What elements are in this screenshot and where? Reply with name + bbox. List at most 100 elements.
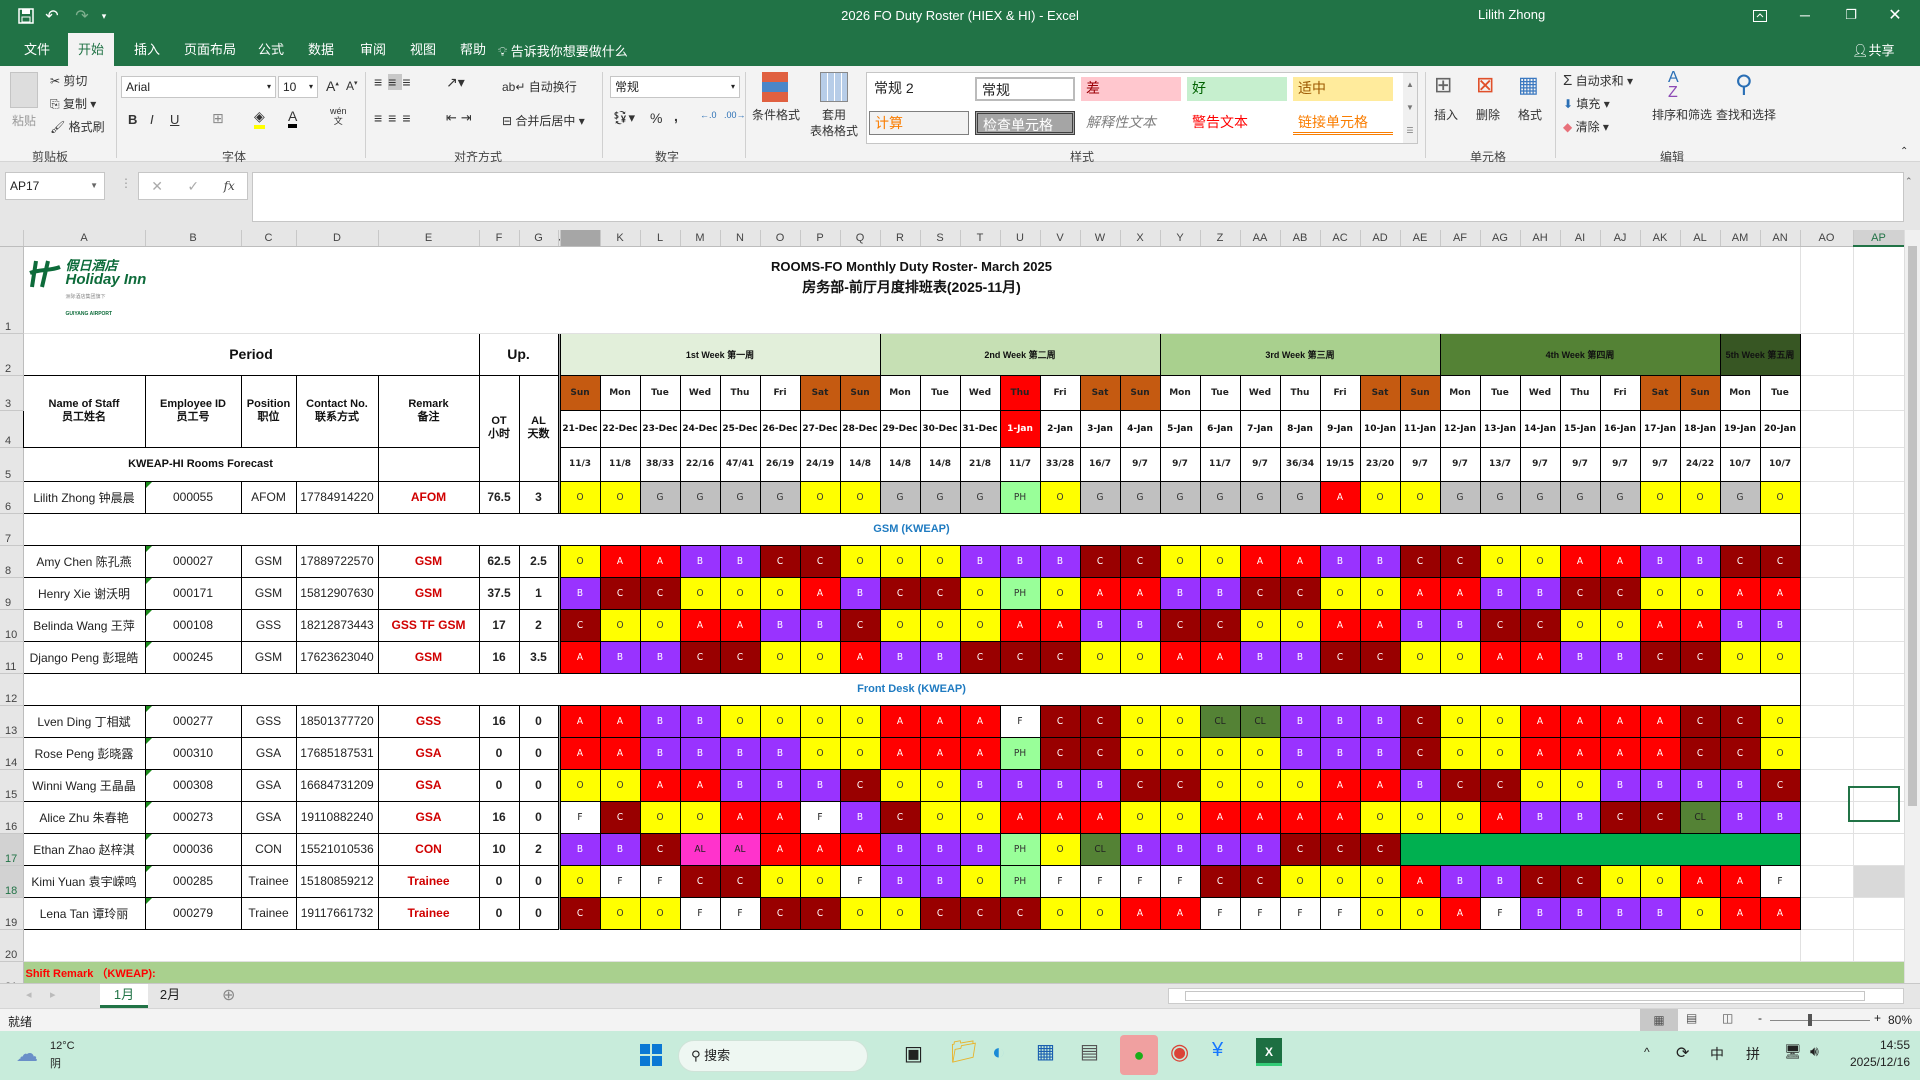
shift-cell[interactable]: B	[1759, 800, 1801, 834]
ribbon-tab-7[interactable]: 视图	[410, 42, 437, 57]
shift-cell[interactable]: B	[959, 544, 1001, 578]
shift-cell[interactable]: O	[1159, 736, 1201, 770]
shift-cell[interactable]: B	[719, 736, 761, 770]
row-header[interactable]: 8	[0, 545, 24, 578]
paste-icon[interactable]	[10, 72, 38, 108]
row-header[interactable]: 14	[0, 737, 24, 770]
shift-cell[interactable]: C	[919, 896, 961, 930]
shift-cell[interactable]: O	[1199, 736, 1241, 770]
shift-cell[interactable]: B	[1319, 704, 1361, 738]
row-header[interactable]: 9	[0, 577, 24, 610]
shift-cell[interactable]: A	[1119, 576, 1161, 610]
shift-cell[interactable]: O	[1399, 800, 1441, 834]
shift-cell[interactable]: A	[719, 800, 761, 834]
cell-AO[interactable]	[1799, 544, 1854, 578]
taskbar-search[interactable]: ⚲ 搜索	[678, 1040, 868, 1072]
shift-cell[interactable]: A	[1399, 576, 1441, 610]
increase-font-icon[interactable]: A▴	[326, 78, 339, 94]
column-header-C[interactable]: C	[241, 230, 297, 247]
shift-cell[interactable]: O	[919, 608, 961, 642]
shift-cell[interactable]: C	[1479, 768, 1521, 802]
undo-icon[interactable]: ↶	[45, 8, 59, 25]
shift-cell[interactable]: B	[679, 544, 721, 578]
row-header[interactable]: 11	[0, 641, 24, 674]
shift-cell[interactable]: O	[879, 608, 921, 642]
style-linked-cell[interactable]: 链接单元格	[1293, 111, 1393, 135]
shift-cell[interactable]: C	[1439, 544, 1481, 578]
shift-cell[interactable]: G	[1159, 480, 1201, 514]
cell-AP[interactable]	[1852, 446, 1904, 482]
column-header-AE[interactable]: AE	[1400, 230, 1441, 247]
collapse-formula-icon[interactable]: ⌃	[1905, 176, 1913, 186]
shift-cell[interactable]: C	[1599, 800, 1641, 834]
prev-sheet-icon[interactable]: ◂	[26, 989, 32, 1001]
shift-cell[interactable]: A	[559, 640, 601, 674]
alipay-icon[interactable]: ¥	[1212, 1039, 1224, 1061]
shift-cell[interactable]: A	[1319, 480, 1361, 514]
shift-cell[interactable]: O	[1279, 864, 1321, 898]
cell-AO[interactable]	[1799, 332, 1854, 376]
shift-cell[interactable]: C	[799, 896, 841, 930]
cell-AP[interactable]	[1852, 409, 1904, 448]
shift-cell[interactable]: CL	[1239, 704, 1281, 738]
user-name[interactable]: Lilith Zhong	[1478, 7, 1546, 22]
shift-cell[interactable]: A	[1359, 768, 1401, 802]
shift-cell[interactable]: O	[1319, 864, 1361, 898]
sync-icon[interactable]: ⟳	[1676, 1045, 1690, 1062]
cell-AP[interactable]	[1852, 704, 1904, 738]
shift-cell[interactable]: G	[1599, 480, 1641, 514]
worksheet-grid[interactable]: ABCDEFGJKLMNOPQRSTUVWXYZAAABACADAEAFAGAH…	[0, 230, 1904, 983]
shift-cell[interactable]: A	[799, 576, 841, 610]
row-header[interactable]: 20	[0, 929, 24, 962]
cell-AO[interactable]	[1799, 640, 1854, 674]
shift-cell[interactable]: O	[599, 768, 641, 802]
shift-cell[interactable]: C	[1119, 768, 1161, 802]
shift-cell[interactable]: A	[1239, 800, 1281, 834]
shift-cell[interactable]: O	[1359, 864, 1401, 898]
shift-cell[interactable]: B	[1479, 864, 1521, 898]
shift-cell[interactable]: C	[1679, 736, 1721, 770]
horizontal-scrollbar[interactable]	[1168, 988, 1904, 1004]
shift-cell[interactable]: C	[1719, 544, 1761, 578]
delete-cells-icon[interactable]: ⊠	[1476, 72, 1495, 97]
shift-cell[interactable]: C	[599, 800, 641, 834]
shift-cell[interactable]: F	[599, 864, 641, 898]
column-header-AB[interactable]: AB	[1280, 230, 1321, 247]
shift-cell[interactable]: A	[1319, 768, 1361, 802]
shift-cell[interactable]: B	[1639, 896, 1681, 930]
shift-cell[interactable]: A	[1679, 864, 1721, 898]
shift-cell[interactable]: B	[1679, 544, 1721, 578]
shift-cell[interactable]: A	[1599, 544, 1641, 578]
table-format-icon[interactable]	[820, 72, 848, 102]
shift-cell[interactable]: C	[1719, 736, 1761, 770]
shift-cell[interactable]: B	[759, 608, 801, 642]
style-normal[interactable]: 常规	[975, 77, 1075, 101]
name-box[interactable]: AP17 ▼	[5, 172, 105, 200]
column-header-AP[interactable]: AP	[1853, 230, 1904, 247]
shift-cell[interactable]: O	[839, 544, 881, 578]
shift-cell[interactable]: C	[1199, 608, 1241, 642]
calculator-icon[interactable]: ▤	[1080, 1041, 1099, 1063]
shift-cell[interactable]: A	[1159, 640, 1201, 674]
shift-cell[interactable]: C	[1519, 608, 1561, 642]
zoom-slider[interactable]	[1770, 1014, 1870, 1026]
shift-cell[interactable]: C	[1159, 768, 1201, 802]
shift-cell[interactable]: B	[1439, 608, 1481, 642]
column-header-K[interactable]: K	[600, 230, 641, 247]
shift-cell[interactable]: O	[1599, 864, 1641, 898]
show-hidden-icons[interactable]: ^	[1644, 1045, 1650, 1059]
gallery-scroll[interactable]: ▲ ▼ ☰	[1403, 73, 1417, 143]
column-header-A[interactable]: A	[23, 230, 146, 247]
format-cells-icon[interactable]: ▦	[1518, 72, 1539, 97]
fill-color-icon[interactable]: ◈	[254, 108, 265, 129]
zoom-slider-thumb[interactable]	[1808, 1014, 1812, 1026]
shift-cell[interactable]: A	[1439, 896, 1481, 930]
conditional-format-button[interactable]: 条件格式	[752, 108, 801, 122]
shift-cell[interactable]: G	[1479, 480, 1521, 514]
column-header-AL[interactable]: AL	[1680, 230, 1721, 247]
shift-cell[interactable]: F	[1199, 896, 1241, 930]
shift-cell[interactable]: B	[999, 544, 1041, 578]
shift-cell[interactable]: F	[799, 800, 841, 834]
shift-cell[interactable]: C	[1119, 544, 1161, 578]
shift-cell[interactable]: O	[1639, 576, 1681, 610]
